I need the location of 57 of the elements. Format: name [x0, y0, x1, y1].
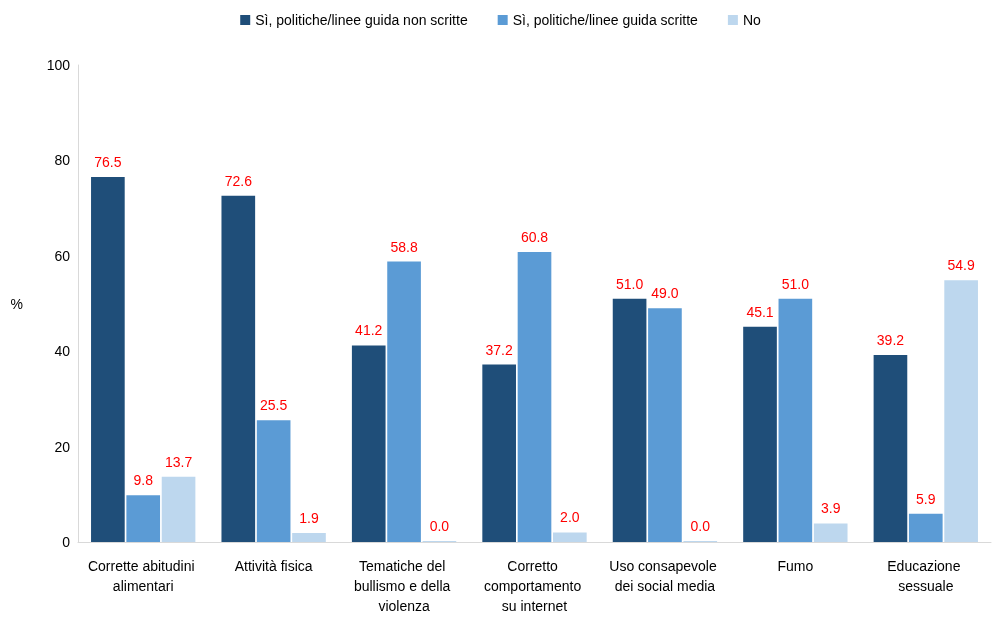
- data-label: 58.8: [390, 238, 418, 255]
- bar: [743, 326, 777, 542]
- bar: [221, 195, 256, 542]
- bar: [908, 513, 943, 542]
- x-tick-label: Corretto comportamento su internet: [483, 558, 586, 614]
- x-tick-label: Fumo: [777, 558, 814, 574]
- y-tick-label: 80: [54, 152, 71, 169]
- data-label: 37.2: [485, 341, 513, 358]
- bar: [648, 308, 682, 542]
- data-label: 5.9: [916, 490, 936, 507]
- x-tick-label: Corrette abitudini alimentari: [87, 558, 199, 594]
- bar: [351, 345, 386, 542]
- data-label: 45.1: [746, 303, 774, 320]
- bar: [813, 523, 848, 542]
- data-label: 72.6: [224, 172, 253, 189]
- data-label: 0.0: [429, 518, 450, 534]
- data-label: 25.5: [260, 397, 288, 414]
- bar: [873, 355, 908, 542]
- x-tick-label: Attività fisica: [234, 558, 313, 574]
- data-label: 2.0: [560, 509, 580, 526]
- bar: [612, 298, 647, 542]
- legend-label: No: [742, 12, 761, 28]
- y-tick-label: 60: [54, 247, 71, 264]
- data-label: 54.9: [947, 257, 975, 274]
- x-tick-label: Uso consapevole dei social media: [609, 558, 721, 594]
- bar: [126, 495, 161, 542]
- data-label: 49.0: [651, 285, 679, 302]
- legend-label: Sì, politiche/linee guida non scritte: [255, 12, 468, 28]
- bar: [517, 251, 552, 542]
- y-tick-label: 100: [46, 57, 71, 73]
- bar: [292, 532, 326, 542]
- data-label: 51.0: [615, 275, 644, 292]
- y-axis-title: %: [10, 295, 23, 312]
- data-label: 3.9: [820, 500, 841, 517]
- bar: [778, 298, 813, 542]
- data-label: 41.2: [355, 322, 383, 339]
- bar: [161, 476, 196, 542]
- data-label: 51.0: [781, 275, 810, 292]
- data-label: 0.0: [690, 518, 711, 534]
- data-label: 60.8: [520, 228, 549, 245]
- bar: [944, 280, 978, 542]
- bar: [256, 420, 291, 542]
- bar: [553, 532, 587, 542]
- y-tick-label: 0: [62, 534, 71, 550]
- bar: [387, 261, 421, 542]
- data-label: 13.7: [164, 453, 193, 470]
- data-label: 9.8: [133, 472, 154, 489]
- bar: [91, 177, 125, 542]
- y-tick-label: 20: [54, 438, 71, 455]
- x-tick-label: Educazione sessuale: [887, 558, 965, 594]
- y-tick-label: 40: [54, 343, 71, 360]
- legend-label: Sì, politiche/linee guida scritte: [512, 12, 699, 28]
- data-label: 76.5: [94, 154, 122, 171]
- data-label: 39.2: [876, 332, 905, 349]
- bar: [482, 364, 516, 542]
- data-label: 1.9: [299, 509, 319, 526]
- x-tick-label: Tematiche del bullismo e della violenza: [353, 558, 455, 614]
